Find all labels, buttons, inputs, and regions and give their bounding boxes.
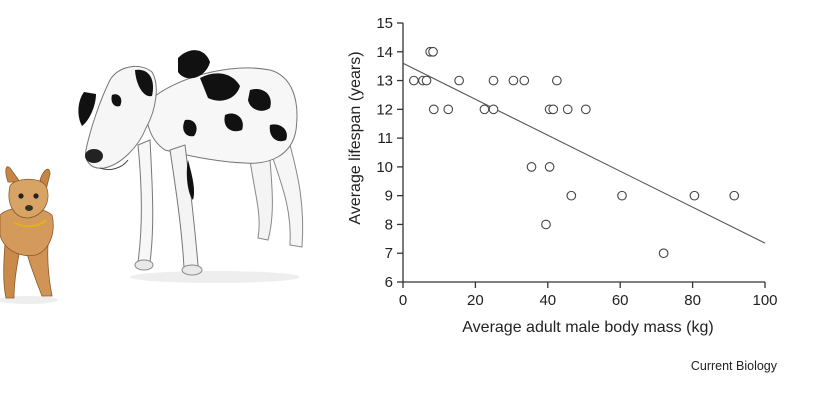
scatter-point [552, 75, 562, 86]
x-tick-label: 100 [752, 292, 777, 309]
scatter-point [544, 162, 555, 172]
scatter-point [409, 75, 419, 86]
y-tick-label: 13 [376, 73, 393, 90]
scatter-point [541, 219, 551, 230]
scatter-point [729, 190, 740, 201]
scatter-point [508, 75, 519, 86]
x-tick-label: 20 [467, 292, 484, 309]
x-tick-label: 60 [612, 292, 629, 309]
y-tick-label: 7 [385, 245, 393, 262]
scatter-point [428, 46, 438, 57]
y-tick-label: 15 [376, 15, 393, 32]
y-tick-label: 8 [385, 216, 393, 233]
chihuahua-icon [0, 166, 58, 304]
y-tick-label: 11 [377, 130, 393, 147]
x-axis: 0 20 40 60 80 100 [399, 282, 778, 309]
scatter-point [479, 104, 490, 115]
scatter-point [580, 104, 591, 115]
scatter-point [519, 75, 530, 86]
scatter-point [488, 75, 499, 86]
y-tick-label: 6 [385, 274, 393, 291]
scatter-point [443, 104, 454, 115]
y-axis-title: Average lifespan (years) [347, 51, 364, 224]
y-tick-label: 12 [376, 101, 393, 118]
x-tick-label: 0 [399, 292, 407, 309]
scatter-point [566, 190, 577, 201]
dogs-illustration [0, 50, 304, 304]
y-axis: 6 7 8 9 10 11 12 13 14 15 [376, 15, 403, 291]
scatter-point [658, 248, 669, 259]
y-tick-label: 14 [376, 44, 393, 61]
data-points [409, 46, 740, 259]
great-dane-icon [78, 50, 304, 283]
scatter-point [488, 104, 499, 115]
scatter-point [548, 104, 559, 115]
y-tick-label: 9 [385, 188, 393, 205]
scatter-point [526, 162, 537, 172]
source-credit: Current Biology [690, 359, 777, 373]
scatter-point [421, 75, 432, 86]
y-tick-label: 10 [376, 159, 393, 176]
scatter-point [454, 75, 464, 86]
trend-line [402, 62, 766, 244]
scatter-point [689, 190, 700, 201]
lifespan-scatter-chart: 6 7 8 9 10 11 12 13 14 15 0 20 40 60 80 100 Average ad… [347, 15, 778, 336]
x-tick-label: 80 [684, 292, 701, 309]
x-tick-label: 40 [539, 292, 556, 309]
scatter-point [617, 190, 627, 201]
scatter-point [428, 104, 439, 115]
scatter-point [562, 104, 573, 115]
x-axis-title: Average adult male body mass (kg) [462, 319, 713, 336]
